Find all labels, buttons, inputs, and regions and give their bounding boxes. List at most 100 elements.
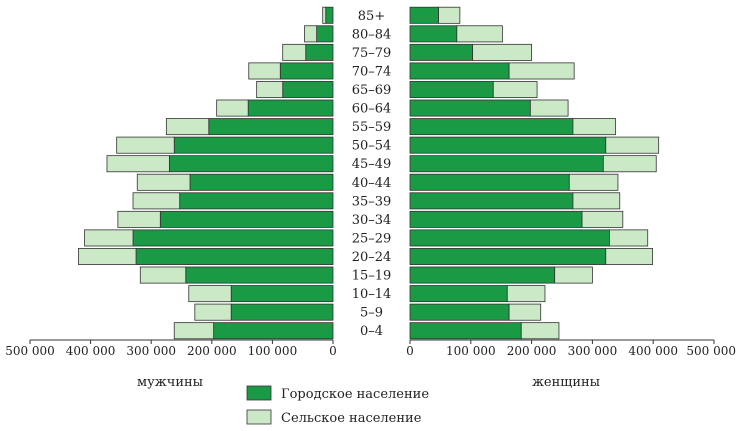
bar-men-rural-12 bbox=[216, 99, 249, 117]
bar-men-rural-2 bbox=[188, 285, 232, 303]
left-tick-label-1: 400 000 bbox=[66, 344, 116, 358]
bar-men-rural-16 bbox=[304, 25, 318, 43]
bar-men-rural-14 bbox=[248, 62, 281, 80]
bar-women-urban-11 bbox=[409, 118, 574, 136]
bar-men-rural-8 bbox=[136, 173, 191, 191]
bar-women-urban-12 bbox=[409, 99, 531, 117]
bar-women-rural-16 bbox=[456, 25, 503, 43]
right-tick-label-5: 500 000 bbox=[686, 344, 736, 358]
bar-women-rural-13 bbox=[492, 81, 538, 98]
age-label-15: 75–79 bbox=[352, 46, 392, 61]
bar-men-rural-17 bbox=[322, 6, 327, 24]
bar-men-rural-15 bbox=[282, 43, 307, 61]
bar-men-urban-15 bbox=[305, 43, 334, 61]
bar-men-urban-11 bbox=[208, 118, 334, 136]
bar-men-rural-11 bbox=[165, 118, 210, 136]
bar-women-urban-4 bbox=[409, 248, 607, 265]
age-label-8: 40–44 bbox=[352, 176, 392, 191]
right-axis-ticks: 0 100 000 200 000 300 000 400 000 500 000 bbox=[406, 340, 736, 358]
left-tick-label-4: 100 000 bbox=[248, 344, 298, 358]
bar-men-rural-6 bbox=[117, 210, 161, 228]
women-label: женщины bbox=[532, 375, 600, 390]
bar-women-urban-8 bbox=[409, 173, 570, 191]
age-label-13: 65–69 bbox=[352, 83, 392, 98]
bar-women-rural-14 bbox=[508, 62, 575, 80]
legend-label-urban: Городское население bbox=[281, 387, 429, 402]
age-label-1: 5–9 bbox=[360, 306, 383, 321]
bar-men-urban-6 bbox=[159, 210, 334, 228]
bar-women-urban-17 bbox=[409, 6, 439, 24]
age-label-10: 50–54 bbox=[352, 139, 392, 154]
age-label-5: 25–29 bbox=[352, 231, 392, 246]
legend-swatch-urban bbox=[246, 385, 272, 401]
bar-men-rural-10 bbox=[116, 136, 175, 154]
bar-women-rural-9 bbox=[602, 155, 657, 173]
bar-women-rural-6 bbox=[581, 210, 624, 228]
bar-men-rural-3 bbox=[139, 266, 187, 284]
legend: Городское население Сельское население bbox=[246, 385, 429, 426]
bar-women-urban-6 bbox=[409, 210, 583, 228]
age-label-16: 80–84 bbox=[352, 27, 392, 42]
bar-women-rural-8 bbox=[568, 173, 619, 191]
bar-women-rural-4 bbox=[605, 248, 653, 265]
bar-men-rural-13 bbox=[256, 81, 284, 98]
bar-women-rural-11 bbox=[572, 118, 616, 136]
bar-men-rural-5 bbox=[84, 229, 134, 247]
right-tick-label-4: 400 000 bbox=[628, 344, 678, 358]
bar-men-urban-8 bbox=[189, 173, 334, 191]
bar-women-urban-5 bbox=[409, 229, 610, 247]
bar-men-rural-9 bbox=[106, 155, 170, 173]
age-group-labels: 0–4 5–9 10–14 15–19 20–24 25–29 30–34 35–39 40–4… bbox=[352, 9, 392, 339]
bar-women-urban-9 bbox=[409, 155, 604, 173]
right-tick-label-2: 200 000 bbox=[507, 344, 557, 358]
men-label: мужчины bbox=[137, 375, 203, 390]
bar-women-urban-10 bbox=[409, 136, 607, 154]
bar-women-urban-13 bbox=[409, 81, 494, 98]
legend-swatch-rural bbox=[246, 409, 272, 425]
bar-men-rural-0 bbox=[173, 322, 215, 340]
bar-women-urban-1 bbox=[409, 303, 510, 321]
bar-men-rural-7 bbox=[132, 192, 181, 210]
bar-men-urban-4 bbox=[135, 248, 334, 265]
bar-women-urban-0 bbox=[409, 322, 522, 340]
right-tick-label-3: 300 000 bbox=[568, 344, 618, 358]
age-label-14: 70–74 bbox=[352, 64, 392, 79]
age-label-17: 85+ bbox=[358, 9, 385, 24]
bar-men-urban-3 bbox=[185, 266, 334, 284]
bar-men-urban-10 bbox=[173, 136, 334, 154]
bar-men-urban-7 bbox=[179, 192, 334, 210]
left-tick-label-2: 300 000 bbox=[126, 344, 176, 358]
bar-men-rural-1 bbox=[194, 303, 232, 321]
bar-women-urban-15 bbox=[409, 43, 474, 61]
left-tick-label-3: 200 000 bbox=[187, 344, 237, 358]
right-tick-label-1: 100 000 bbox=[446, 344, 496, 358]
right-tick-label-0: 0 bbox=[406, 344, 414, 358]
bar-women-rural-7 bbox=[572, 192, 621, 210]
bar-men-urban-2 bbox=[230, 285, 334, 303]
bar-women-rural-12 bbox=[529, 99, 569, 117]
bar-men-urban-9 bbox=[168, 155, 334, 173]
age-label-9: 45–49 bbox=[352, 157, 392, 172]
bar-women-urban-16 bbox=[409, 25, 458, 43]
bar-women-rural-10 bbox=[605, 136, 660, 154]
age-label-7: 35–39 bbox=[352, 194, 392, 209]
bar-women-urban-3 bbox=[409, 266, 556, 284]
age-label-3: 15–19 bbox=[352, 269, 392, 284]
bar-women-rural-17 bbox=[438, 6, 461, 24]
bar-women-rural-1 bbox=[508, 303, 542, 321]
bar-women-rural-5 bbox=[609, 229, 649, 247]
age-label-11: 55–59 bbox=[352, 120, 392, 135]
bar-women-rural-2 bbox=[506, 285, 546, 303]
bar-men-urban-13 bbox=[282, 81, 334, 98]
women-bars bbox=[409, 6, 660, 340]
bar-men-urban-16 bbox=[316, 25, 334, 43]
bar-women-rural-15 bbox=[472, 43, 532, 61]
bar-women-rural-0 bbox=[520, 322, 560, 340]
age-label-2: 10–14 bbox=[352, 287, 392, 302]
bar-men-urban-17 bbox=[325, 6, 334, 24]
age-label-0: 0–4 bbox=[360, 324, 383, 339]
bar-women-urban-14 bbox=[409, 62, 510, 80]
bar-men-urban-1 bbox=[230, 303, 334, 321]
legend-label-rural: Сельское население bbox=[281, 411, 422, 426]
